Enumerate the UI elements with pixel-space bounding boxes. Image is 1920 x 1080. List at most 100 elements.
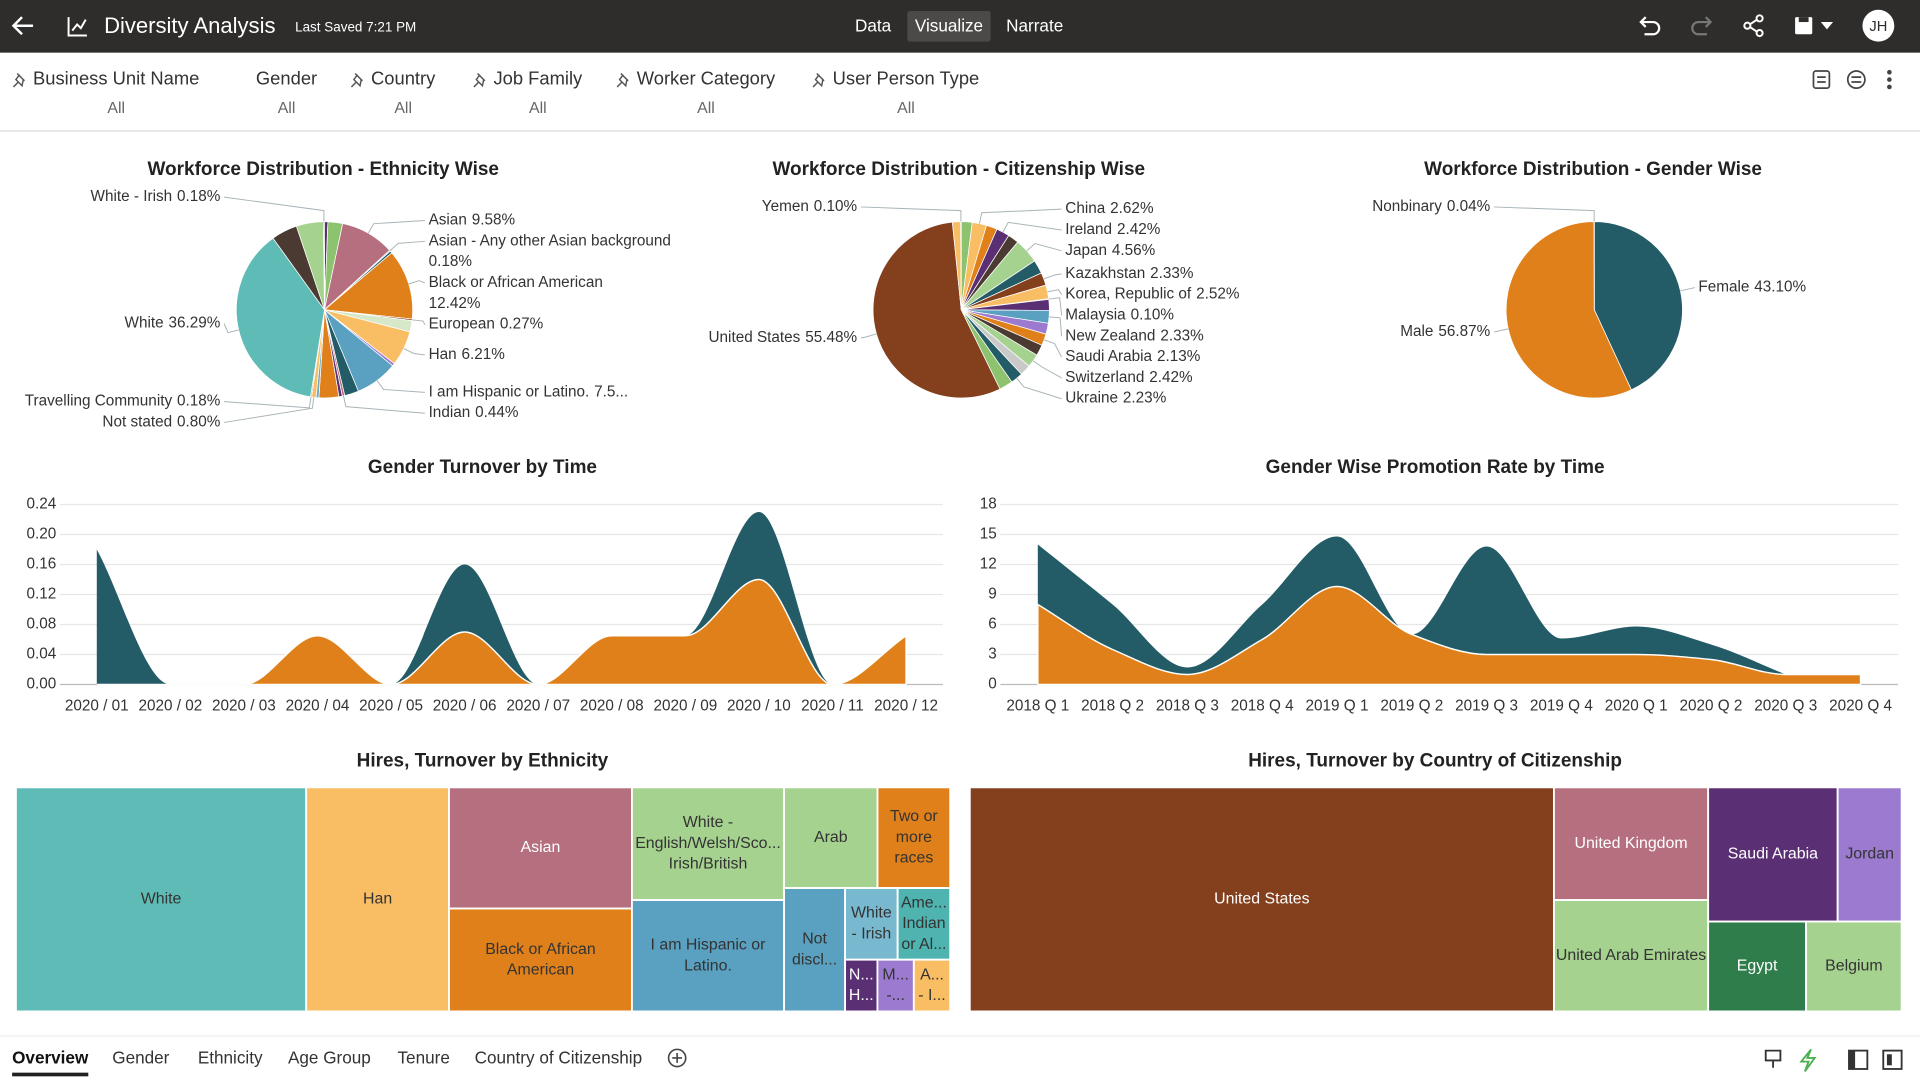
- user-avatar[interactable]: [1862, 9, 1895, 42]
- active-tab-underline: [12, 1072, 89, 1077]
- user-initials: JH: [1869, 19, 1887, 35]
- page-title: Diversity Analysis: [104, 13, 275, 38]
- leader-line: [408, 280, 426, 285]
- tile-label: Indian: [902, 915, 945, 932]
- filter-value[interactable]: All: [394, 100, 412, 117]
- treemap-tile[interactable]: [1836, 786, 1903, 923]
- slice-label: United States 55.48%: [709, 329, 858, 346]
- treemap-tile[interactable]: [912, 958, 952, 1013]
- leader-line: [1493, 328, 1509, 333]
- tab-bar-icons[interactable]: [1764, 1048, 1903, 1072]
- chart-title: Gender Wise Promotion Rate by Time: [1266, 457, 1605, 478]
- filter-name[interactable]: Job Family: [493, 67, 583, 88]
- filter-value[interactable]: All: [697, 100, 715, 117]
- sheet-tab[interactable]: Overview: [12, 1048, 89, 1068]
- x-tick-label: 2020 / 02: [138, 698, 202, 715]
- nav-tab[interactable]: Narrate: [1006, 15, 1063, 35]
- treemap-tile[interactable]: [305, 786, 450, 1013]
- tile-label: M...: [882, 966, 909, 983]
- pin-icon: [12, 72, 26, 88]
- y-tick-label: 18: [980, 496, 997, 513]
- nav-tab[interactable]: Visualize: [915, 15, 983, 35]
- slice-label-value: 0.27%: [500, 316, 544, 333]
- slice-label-value: 2.52%: [1196, 286, 1240, 303]
- treemap-tile[interactable]: [631, 899, 785, 1013]
- slice-label-value: 36.29%: [169, 315, 221, 332]
- treemap-tile[interactable]: [1707, 920, 1807, 1013]
- x-tick-label: 2020 / 06: [433, 698, 497, 715]
- treemap-tile[interactable]: [448, 786, 633, 910]
- y-tick-label: 0.20: [27, 526, 57, 543]
- pin-icon: [812, 72, 825, 88]
- treemap-tile[interactable]: [844, 958, 879, 1013]
- tile-label: Han: [363, 891, 392, 908]
- undo-button[interactable]: [1639, 16, 1661, 36]
- sheet-tab[interactable]: Age Group: [288, 1048, 371, 1068]
- slice-label-value: 2.33%: [1150, 265, 1194, 282]
- treemap-tile[interactable]: [876, 958, 915, 1013]
- pie-slice: [872, 221, 1001, 399]
- share-button[interactable]: [1743, 14, 1764, 38]
- slice-label: Indian 0.44%: [429, 404, 519, 421]
- treemap-tile[interactable]: [968, 786, 1555, 1013]
- tile-label: A...: [920, 966, 944, 983]
- slice-label-name: Female: [1698, 279, 1749, 296]
- treemap-tile[interactable]: [1707, 786, 1839, 923]
- slice-label-name: I am Hispanic or Latino.: [429, 383, 590, 400]
- filter-name[interactable]: User Person Type: [833, 67, 980, 88]
- tile-label: White -: [683, 814, 733, 831]
- x-tick-label: 2018 Q 3: [1156, 698, 1219, 715]
- y-tick-label: 0.24: [27, 496, 57, 513]
- slice-label-name: Japan: [1065, 242, 1107, 259]
- treemap-tile[interactable]: [448, 907, 633, 1013]
- last-saved: Last Saved 7:21 PM: [295, 20, 416, 35]
- slice-label-name: Yemen: [762, 198, 809, 215]
- treemap-tile[interactable]: [844, 887, 899, 961]
- area-series: [96, 578, 907, 686]
- treemap-tile[interactable]: [1805, 920, 1903, 1013]
- tile-label: Not: [802, 931, 827, 948]
- sheet-tab[interactable]: Gender: [112, 1048, 169, 1068]
- slice-label: Ukraine 2.23%: [1065, 390, 1166, 407]
- y-tick-label: 15: [980, 526, 997, 543]
- sheet-tab[interactable]: Country of Citizenship: [475, 1048, 643, 1068]
- y-tick-label: 0.08: [27, 616, 57, 633]
- y-tick-label: 6: [988, 616, 997, 633]
- tile-label: Latino.: [684, 957, 732, 974]
- filter-name[interactable]: Country: [371, 67, 436, 88]
- slice-label: Asian 9.58%: [429, 212, 516, 229]
- leader-line: [1043, 273, 1062, 280]
- slice-label-name: Male: [1400, 323, 1433, 340]
- chart-title: Workforce Distribution - Ethnicity Wise: [148, 159, 500, 180]
- redo-button[interactable]: [1691, 16, 1713, 36]
- add-sheet-button[interactable]: [667, 1048, 687, 1068]
- treemap-tile[interactable]: [783, 887, 847, 1013]
- filter-name[interactable]: Gender: [256, 67, 317, 88]
- y-tick-label: 3: [988, 646, 997, 663]
- filter-value[interactable]: All: [107, 100, 125, 117]
- x-tick-label: 2020 Q 1: [1605, 698, 1668, 715]
- tile-label: more: [896, 829, 932, 846]
- filter-value[interactable]: All: [529, 100, 547, 117]
- filter-name[interactable]: Worker Category: [637, 67, 776, 88]
- save-button[interactable]: [1795, 17, 1834, 35]
- filter-value[interactable]: All: [278, 100, 296, 117]
- leader-line: [224, 397, 315, 423]
- x-tick-label: 2018 Q 2: [1081, 698, 1144, 715]
- back-button[interactable]: [11, 16, 34, 36]
- treemap-tile[interactable]: [631, 786, 785, 901]
- slice-label: China 2.62%: [1065, 200, 1154, 217]
- treemap-tile[interactable]: [876, 786, 952, 889]
- filter-value[interactable]: All: [897, 100, 915, 117]
- sheet-tab[interactable]: Tenure: [397, 1048, 449, 1068]
- treemap-tile[interactable]: [1553, 786, 1710, 901]
- filter-bar-icons[interactable]: [1812, 69, 1892, 90]
- leader-line: [376, 380, 425, 393]
- sheet-tab[interactable]: Ethnicity: [198, 1048, 263, 1068]
- treemap-tile[interactable]: [1553, 899, 1710, 1013]
- filter-name[interactable]: Business Unit Name: [33, 67, 199, 88]
- pie-slice: [235, 237, 325, 398]
- nav-tab[interactable]: Data: [855, 15, 892, 35]
- treemap-tile[interactable]: [15, 786, 308, 1013]
- slice-label: New Zealand 2.33%: [1065, 327, 1204, 344]
